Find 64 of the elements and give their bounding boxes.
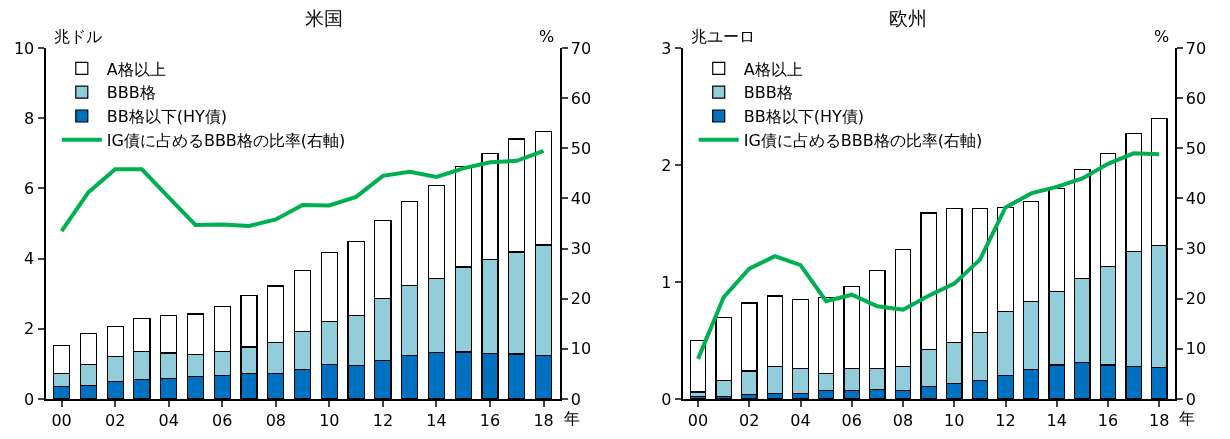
y2-tick-label: 10	[1185, 339, 1207, 359]
legend-label: BB格以下(HY債)	[743, 107, 864, 127]
x-axis-title: 年	[1179, 409, 1195, 428]
x-tick-label: 06	[212, 411, 233, 431]
y2-tick-label: 20	[1185, 289, 1207, 309]
x-tick-label: 14	[426, 411, 447, 431]
x-tick-label: 00	[51, 411, 72, 431]
y2-tick-label: 50	[1185, 138, 1207, 158]
y-tick-label: 0	[661, 389, 672, 409]
y2-tick-label: 10	[570, 339, 592, 359]
y2-tick-label: 40	[570, 189, 592, 209]
y-tick-label: 4	[24, 249, 35, 269]
x-tick-label: 08	[892, 411, 914, 431]
y2-tick-label: 50	[570, 138, 592, 158]
x-axis-title: 年	[564, 409, 580, 428]
y-tick-label: 2	[661, 155, 672, 175]
x-tick-label: 00	[687, 411, 709, 431]
y-axis-title: 兆ユーロ	[691, 27, 755, 46]
y2-tick-label: 70	[570, 38, 592, 58]
y2-tick-label: 60	[1185, 88, 1207, 108]
x-tick-label: 12	[372, 411, 394, 431]
y2-axis-title: %	[1154, 27, 1170, 46]
y2-axis-title: %	[539, 27, 555, 46]
y-tick-label: 2	[24, 319, 35, 339]
y2-tick-label: 60	[570, 88, 592, 108]
legend-label: IG債に占めるBBB格の比率(右軸)	[743, 131, 983, 151]
y2-tick-label: 0	[1185, 389, 1197, 409]
y2-tick-label: 20	[570, 289, 592, 309]
x-tick-label: 18	[1149, 411, 1170, 431]
y2-tick-label: 30	[570, 239, 592, 259]
y2-tick-label: 30	[1185, 239, 1207, 259]
legend-label: BB格以下(HY債)	[106, 107, 228, 127]
x-tick-label: 16	[479, 411, 501, 431]
legend-label: A格以上	[106, 59, 166, 79]
x-tick-label: 02	[104, 411, 126, 431]
x-tick-label: 06	[841, 411, 862, 431]
x-tick-label: 12	[995, 411, 1016, 431]
x-tick-label: 08	[265, 411, 286, 431]
y-tick-label: 8	[24, 108, 35, 128]
y2-tick-label: 40	[1185, 189, 1207, 209]
chart-title: 欧州	[889, 7, 927, 29]
x-tick-label: 10	[319, 411, 340, 431]
y-axis-title: 兆ドル	[54, 27, 102, 46]
y-tick-label: 0	[24, 389, 35, 409]
x-tick-label: 02	[739, 411, 760, 431]
line-series	[59, 148, 546, 234]
chart-title: 米国	[305, 7, 343, 29]
legend-label: A格以上	[743, 59, 803, 79]
y-tick-label: 3	[661, 38, 672, 58]
x-tick-label: 04	[790, 411, 811, 431]
y-tick-label: 1	[661, 272, 672, 292]
y-tick-label: 6	[24, 179, 35, 198]
y2-tick-label: 0	[570, 389, 582, 409]
x-tick-label: 14	[1046, 411, 1067, 431]
line-series	[696, 151, 1162, 361]
y-tick-label: 10	[13, 38, 35, 58]
legend-label: IG債に占めるBBB格の比率(右軸)	[106, 131, 346, 151]
x-tick-label: 04	[158, 411, 179, 431]
x-tick-label: 16	[1097, 411, 1119, 431]
y2-tick-label: 70	[1185, 38, 1207, 58]
x-tick-label: 10	[944, 411, 965, 431]
legend-label: BBB格	[743, 83, 793, 103]
x-tick-label: 18	[533, 411, 554, 431]
legend-label: BBB格	[106, 83, 156, 103]
